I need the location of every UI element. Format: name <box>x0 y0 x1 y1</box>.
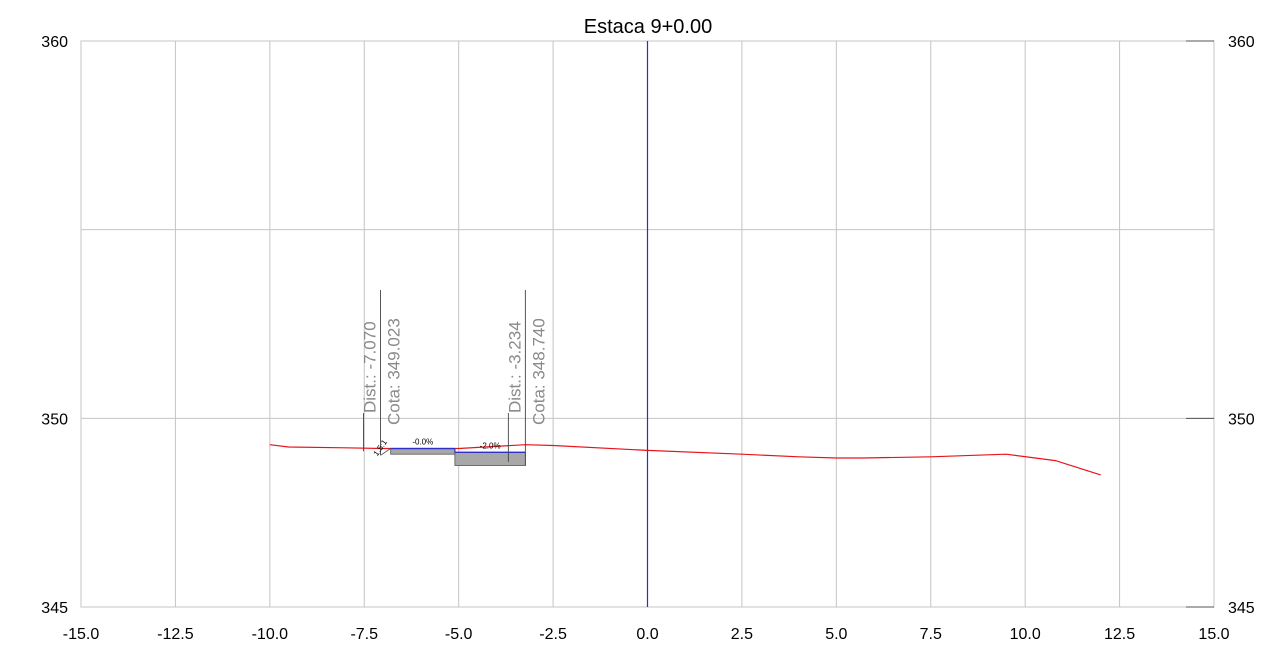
labels-layer: -15.0 -12.5 -10.0 -7.5 -5.0 -2.5 0.0 2.5 5.0 7.5 1… <box>41 34 1255 643</box>
x-tick-label: 5.0 <box>825 626 847 643</box>
x-tick-label: 15.0 <box>1198 626 1229 643</box>
slope-ratio-label: 1.5:1 <box>372 438 390 458</box>
x-tick-label: -7.5 <box>350 626 378 643</box>
x-tick-label: 2.5 <box>731 626 753 643</box>
y-tick-label-left: 360 <box>41 34 68 51</box>
y-tick-label-left: 345 <box>41 600 68 617</box>
upper-platform-fill <box>390 448 456 455</box>
annotation-dist-label: Dist.: -7.070 <box>360 321 379 413</box>
x-tick-label: -2.5 <box>539 626 567 643</box>
x-tick-label: -10.0 <box>252 626 289 643</box>
annotation-cota-label: Cota: 348.740 <box>529 318 548 425</box>
annotation-dist-label: Dist.: -3.234 <box>505 321 524 413</box>
cut-slope <box>380 448 391 456</box>
y-tick-label-right: 360 <box>1228 34 1255 51</box>
lower-platform-slope-label: -2.0% <box>480 441 501 450</box>
grid-layer <box>80 40 1215 608</box>
x-tick-label: -5.0 <box>445 626 473 643</box>
lower-platform-fill <box>454 451 526 466</box>
x-tick-label: 10.0 <box>1010 626 1041 643</box>
x-tick-label: 0.0 <box>636 626 658 643</box>
marks-layer <box>269 41 1101 607</box>
terrain-line <box>269 444 1101 476</box>
x-tick-label: 7.5 <box>920 626 942 643</box>
x-tick-label: -12.5 <box>157 626 194 643</box>
y-tick-label-left: 350 <box>41 411 68 428</box>
y-tick-label-right: 350 <box>1228 411 1255 428</box>
chart-title: Estaca 9+0.00 <box>584 16 712 38</box>
annotation-cota-label: Cota: 349.023 <box>384 318 403 425</box>
x-tick-label: -15.0 <box>63 626 100 643</box>
upper-platform-slope-label: -0.0% <box>412 438 433 447</box>
y-tick-label-right: 345 <box>1228 600 1255 617</box>
x-tick-label: 12.5 <box>1104 626 1135 643</box>
